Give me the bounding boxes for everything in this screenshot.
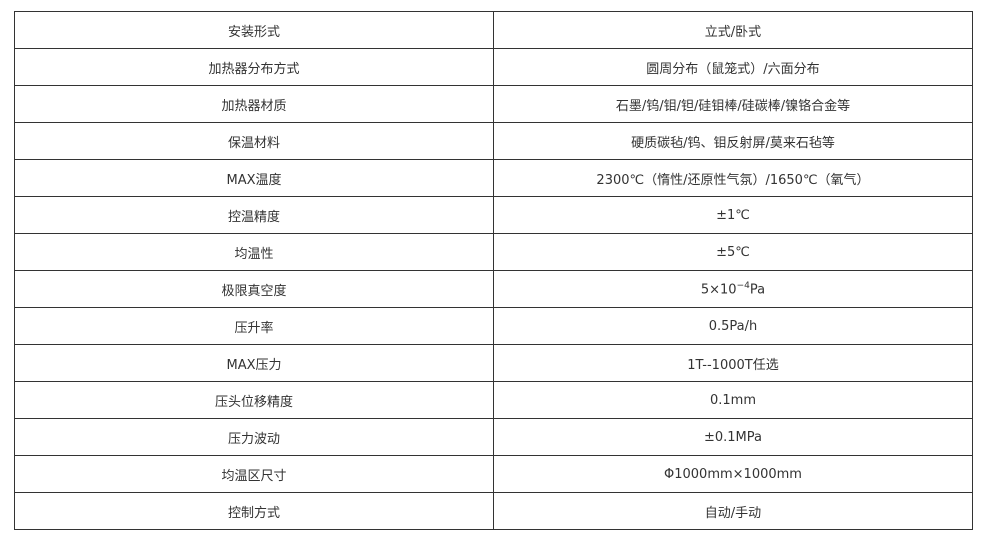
table-row: 压力波动 ±0.1MPa — [14, 418, 973, 456]
spec-value: ±0.1MPa — [493, 418, 973, 456]
table-row: 保温材料 硬质碳毡/钨、钼反射屏/莫来石毡等 — [14, 122, 973, 160]
spec-label: 保温材料 — [14, 122, 494, 160]
spec-label: 安装形式 — [14, 11, 494, 49]
spec-value: 0.1mm — [493, 381, 973, 419]
table-row: 控制方式 自动/手动 — [14, 492, 973, 530]
spec-value: 圆周分布（鼠笼式）/六面分布 — [493, 48, 973, 86]
spec-label: 压升率 — [14, 307, 494, 345]
spec-value: 5×10−4Pa — [493, 270, 973, 308]
spec-value: ±1℃ — [493, 196, 973, 234]
spec-label: 压力波动 — [14, 418, 494, 456]
table-row: MAX温度 2300℃（惰性/还原性气氛）/1650℃（氧气） — [14, 159, 973, 197]
spec-label: 加热器材质 — [14, 85, 494, 123]
table-row: 均温区尺寸 Φ1000mm×1000mm — [14, 455, 973, 493]
spec-value: 硬质碳毡/钨、钼反射屏/莫来石毡等 — [493, 122, 973, 160]
spec-label: 均温区尺寸 — [14, 455, 494, 493]
table-row: 均温性 ±5℃ — [14, 233, 973, 271]
spec-table: 安装形式 立式/卧式 加热器分布方式 圆周分布（鼠笼式）/六面分布 加热器材质 石墨/钨/… — [14, 11, 973, 530]
table-row: 压升率 0.5Pa/h — [14, 307, 973, 345]
value-exponent: −4 — [736, 280, 750, 291]
spec-value: 石墨/钨/钼/钽/硅钼棒/硅碳棒/镍铬合金等 — [493, 85, 973, 123]
spec-value: 0.5Pa/h — [493, 307, 973, 345]
value-base: 5×10 — [700, 282, 737, 298]
spec-label: MAX温度 — [14, 159, 494, 197]
value-unit: Pa — [749, 282, 766, 298]
spec-label: 加热器分布方式 — [14, 48, 494, 86]
table-row: 加热器材质 石墨/钨/钼/钽/硅钼棒/硅碳棒/镍铬合金等 — [14, 85, 973, 123]
spec-label: 压头位移精度 — [14, 381, 494, 419]
spec-label: 控温精度 — [14, 196, 494, 234]
table-row: 控温精度 ±1℃ — [14, 196, 973, 234]
spec-value: ±5℃ — [493, 233, 973, 271]
spec-label: 均温性 — [14, 233, 494, 271]
table-row: 极限真空度 5×10−4Pa — [14, 270, 973, 308]
table-row: 加热器分布方式 圆周分布（鼠笼式）/六面分布 — [14, 48, 973, 86]
spec-value: 1T--1000T任选 — [493, 344, 973, 382]
table-row: 压头位移精度 0.1mm — [14, 381, 973, 419]
spec-value: 2300℃（惰性/还原性气氛）/1650℃（氧气） — [493, 159, 973, 197]
spec-label: 控制方式 — [14, 492, 494, 530]
table-row: 安装形式 立式/卧式 — [14, 11, 973, 49]
table-row: MAX压力 1T--1000T任选 — [14, 344, 973, 382]
spec-value: 立式/卧式 — [493, 11, 973, 49]
spec-label: 极限真空度 — [14, 270, 494, 308]
spec-label: MAX压力 — [14, 344, 494, 382]
spec-value: 自动/手动 — [493, 492, 973, 530]
spec-value: Φ1000mm×1000mm — [493, 455, 973, 493]
